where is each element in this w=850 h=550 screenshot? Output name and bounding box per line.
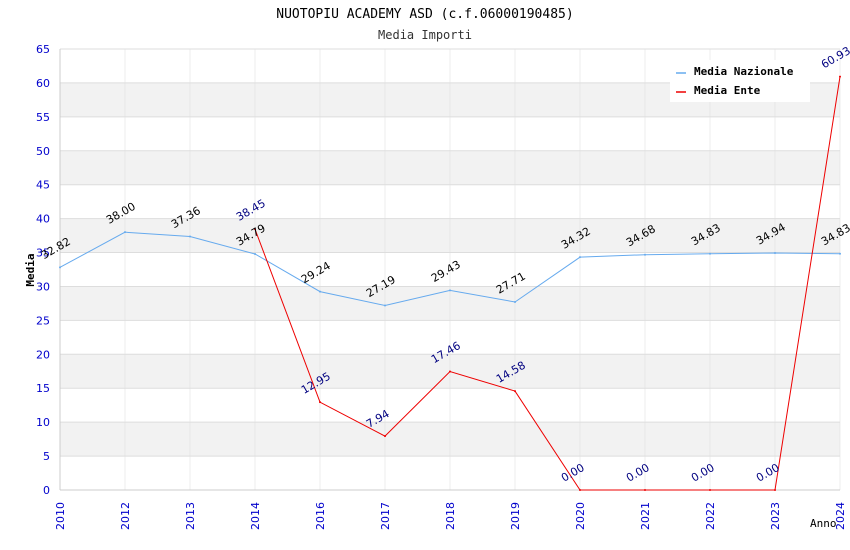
x-tick-label: 2021 — [639, 502, 652, 530]
y-tick-label: 50 — [36, 145, 50, 158]
x-tick-label: 2022 — [704, 502, 717, 530]
y-tick-label: 60 — [36, 77, 50, 90]
data-point-media-nazionale — [59, 266, 61, 269]
data-point-media-nazionale — [644, 253, 646, 256]
data-point-media-ente — [579, 489, 581, 491]
data-point-media-ente — [514, 390, 516, 393]
data-label-media-ente: 0.00 — [689, 461, 717, 485]
y-tick-label: 65 — [36, 43, 50, 56]
x-tick-label: 2013 — [184, 502, 197, 530]
x-tick-label: 2010 — [54, 502, 67, 530]
data-point-media-nazionale — [319, 290, 321, 293]
y-tick-label: 55 — [36, 111, 50, 124]
y-tick-label: 25 — [36, 314, 50, 327]
legend-label-media-nazionale: Media Nazionale — [694, 65, 794, 78]
gridlines — [60, 48, 841, 491]
data-label-media-ente: 0.00 — [624, 461, 652, 485]
data-label-media-nazionale: 29.24 — [299, 259, 333, 286]
x-tick-label: 2020 — [574, 502, 587, 530]
y-tick-label: 30 — [36, 280, 50, 293]
data-point-media-ente — [449, 370, 451, 373]
data-point-media-nazionale — [839, 252, 841, 255]
x-tick-label: 2019 — [509, 502, 522, 530]
x-tick-label: 2017 — [379, 502, 392, 530]
data-point-media-nazionale — [514, 300, 516, 303]
data-label-media-ente: 60.93 — [819, 44, 850, 71]
legend-box — [670, 60, 810, 102]
legend: Media Nazionale Media Ente — [670, 60, 810, 102]
y-tick-label: 20 — [36, 348, 50, 361]
data-point-media-ente — [254, 228, 256, 231]
chart-title: NUOTOPIU ACADEMY ASD (c.f.06000190485) — [276, 7, 573, 22]
y-tick-label: 40 — [36, 213, 50, 226]
data-point-media-nazionale — [384, 304, 386, 307]
y-tick-label: 35 — [36, 247, 50, 260]
y-axis-label: Media — [24, 253, 37, 286]
x-axis-label: Anno — [810, 517, 837, 530]
data-label-media-nazionale: 29.43 — [429, 258, 463, 285]
series-lines — [59, 75, 841, 491]
data-point-media-ente — [839, 75, 841, 78]
data-point-media-ente — [709, 489, 711, 491]
data-label-media-ente: 0.00 — [754, 461, 782, 485]
y-tick-label: 10 — [36, 416, 50, 429]
x-tick-labels: 2010 2012 2013 2014 2016 2017 2018 2019 2020 2021… — [54, 502, 847, 530]
data-point-media-ente — [644, 489, 646, 491]
legend-label-media-ente: Media Ente — [694, 84, 761, 97]
series-line-media-ente — [254, 76, 841, 491]
x-tick-label: 2012 — [119, 502, 132, 530]
x-tick-label: 2018 — [444, 502, 457, 530]
x-tick-label: 2024 — [834, 502, 847, 530]
data-point-media-nazionale — [774, 251, 776, 254]
y-tick-label: 15 — [36, 382, 50, 395]
data-point-media-nazionale — [189, 235, 191, 238]
y-tick-label: 0 — [43, 484, 50, 497]
y-tick-labels: 0 5 10 15 20 25 30 35 40 45 50 55 60 65 — [36, 43, 50, 497]
x-tick-label: 2023 — [769, 502, 782, 530]
x-tick-label: 2016 — [314, 502, 327, 530]
data-point-media-nazionale — [449, 289, 451, 292]
data-point-media-nazionale — [709, 252, 711, 255]
chart-subtitle: Media Importi — [378, 28, 472, 42]
data-label-media-nazionale: 32.82 — [39, 235, 73, 262]
data-point-media-nazionale — [254, 252, 256, 255]
data-point-media-ente — [774, 489, 776, 491]
data-point-media-ente — [319, 401, 321, 404]
y-tick-label: 45 — [36, 179, 50, 192]
data-point-media-ente — [384, 435, 386, 438]
data-point-media-nazionale — [124, 231, 126, 234]
x-tick-label: 2014 — [249, 502, 262, 530]
y-tick-label: 5 — [43, 450, 50, 463]
data-point-media-nazionale — [579, 256, 581, 259]
